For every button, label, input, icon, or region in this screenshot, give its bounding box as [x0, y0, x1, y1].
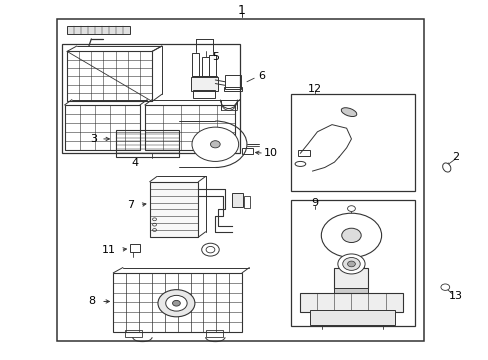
Bar: [64, 105, 140, 150]
Bar: [232, 193, 243, 207]
Text: 10: 10: [264, 148, 278, 158]
Text: 2: 2: [451, 152, 459, 162]
Circle shape: [201, 243, 219, 256]
Bar: [130, 244, 140, 252]
Circle shape: [347, 206, 355, 211]
Text: 13: 13: [448, 291, 462, 301]
Circle shape: [342, 257, 360, 270]
Bar: [290, 94, 414, 191]
Circle shape: [337, 254, 365, 274]
Bar: [290, 200, 414, 327]
Bar: [339, 263, 363, 268]
Text: 11: 11: [101, 245, 115, 255]
Bar: [243, 197, 250, 208]
Circle shape: [158, 290, 195, 317]
Bar: [116, 130, 179, 157]
Text: 12: 12: [307, 84, 322, 94]
Circle shape: [210, 141, 220, 148]
Circle shape: [192, 127, 238, 161]
Bar: [67, 26, 130, 33]
Bar: [300, 293, 402, 312]
Bar: [309, 310, 394, 325]
Circle shape: [347, 261, 355, 267]
Bar: [209, 55, 216, 76]
Bar: [224, 75, 240, 89]
Bar: [149, 182, 198, 237]
Bar: [67, 51, 152, 102]
Bar: [202, 57, 208, 76]
Bar: [224, 87, 241, 91]
Bar: [205, 330, 222, 337]
Bar: [297, 150, 309, 156]
Bar: [192, 53, 199, 76]
Text: 6: 6: [258, 71, 264, 81]
Bar: [334, 288, 368, 293]
Circle shape: [341, 228, 361, 243]
Circle shape: [321, 213, 381, 257]
Bar: [113, 273, 242, 332]
Bar: [62, 44, 239, 153]
Text: 8: 8: [88, 296, 95, 306]
Bar: [144, 105, 234, 150]
Bar: [191, 77, 217, 91]
Circle shape: [440, 284, 449, 291]
Text: 7: 7: [126, 200, 134, 210]
Text: 9: 9: [311, 198, 318, 208]
Bar: [193, 90, 215, 98]
Ellipse shape: [442, 163, 450, 172]
Text: 4: 4: [131, 158, 139, 168]
Text: 3: 3: [90, 134, 97, 144]
Ellipse shape: [294, 161, 305, 166]
Circle shape: [165, 296, 187, 311]
Bar: [57, 19, 424, 341]
Bar: [242, 148, 252, 154]
Text: 5: 5: [211, 52, 218, 62]
Circle shape: [172, 300, 180, 306]
Bar: [334, 267, 368, 289]
Text: 1: 1: [238, 4, 245, 17]
Bar: [125, 330, 142, 337]
Ellipse shape: [341, 108, 356, 117]
